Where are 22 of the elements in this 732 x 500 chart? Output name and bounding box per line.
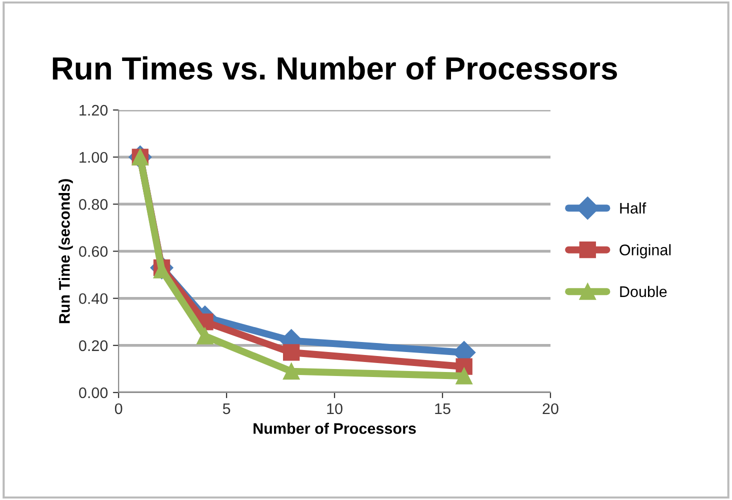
point (196, 328, 214, 344)
y-axis-title: Run Time (seconds) (58, 179, 73, 324)
x-tick-label: 15 (435, 403, 450, 414)
legend-label: Double (620, 286, 667, 298)
point (456, 368, 472, 384)
y-tick-label: 0.00 (79, 387, 108, 398)
y-tick-label: 1.20 (80, 104, 108, 116)
y-tick-label: 0.20 (79, 340, 108, 352)
y-tick-label: 0.40 (79, 293, 108, 304)
y-tick-label: 0.60 (79, 246, 108, 257)
x-axis-title: Number of Processors (254, 422, 416, 434)
x-tick-label: 5 (222, 403, 230, 414)
x-tick-label: 10 (327, 403, 342, 414)
y-tick-label: 1.00 (80, 152, 108, 163)
legend-label: Half (620, 202, 646, 214)
x-tick-label: 0 (114, 403, 122, 414)
y-tick-label: 0.80 (79, 199, 108, 210)
chart-title: Run Times vs. Number of Processors (52, 56, 617, 80)
point (283, 362, 300, 380)
legend-label: Original (620, 244, 671, 258)
point (283, 344, 300, 361)
x-tick-label: 20 (542, 403, 558, 414)
